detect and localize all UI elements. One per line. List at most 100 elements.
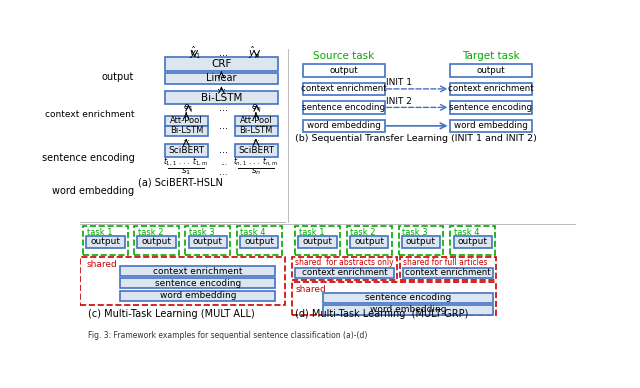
Text: sentence encoding: sentence encoding [155, 279, 241, 288]
Text: context enrichment: context enrichment [45, 110, 134, 119]
Text: ...: ... [219, 103, 228, 113]
Bar [403, 268, 493, 277]
Bar [165, 91, 278, 104]
Text: task 2: task 2 [138, 228, 164, 237]
Text: shared: shared [296, 285, 326, 294]
Text: sentence encoding: sentence encoding [302, 103, 385, 112]
Bar [120, 291, 275, 301]
Text: output: output [458, 237, 488, 246]
Text: task 3: task 3 [189, 228, 215, 237]
Bar [298, 236, 337, 248]
Bar [451, 226, 495, 255]
Text: shared for full articles: shared for full articles [403, 258, 488, 267]
Text: task 3: task 3 [403, 228, 428, 237]
Text: ...: ... [219, 145, 228, 155]
Bar [165, 126, 208, 136]
Text: Att-Pool: Att-Pool [240, 116, 273, 125]
Text: Target task: Target task [462, 51, 520, 61]
Bar [186, 226, 230, 255]
Text: sentence encoding: sentence encoding [449, 103, 532, 112]
Text: task 4: task 4 [241, 228, 266, 237]
Text: (c) Multi-Task Learning (MULT ALL): (c) Multi-Task Learning (MULT ALL) [88, 309, 255, 319]
Bar [303, 120, 385, 132]
Text: ...: ... [219, 121, 228, 131]
Text: output: output [141, 237, 172, 246]
Bar [402, 236, 440, 248]
Text: SciBERT: SciBERT [168, 146, 205, 155]
Bar [294, 226, 340, 255]
Bar [303, 83, 385, 95]
Text: task 2: task 2 [351, 228, 376, 237]
Bar [292, 282, 496, 315]
Bar [235, 126, 278, 136]
Bar [83, 226, 128, 255]
Text: output: output [302, 237, 332, 246]
Bar [165, 57, 278, 71]
Bar [451, 64, 532, 76]
Text: ...: ... [252, 135, 260, 144]
Text: $s_1$: $s_1$ [181, 167, 191, 177]
Bar [120, 278, 275, 288]
Text: context enrichment: context enrichment [302, 268, 387, 277]
Bar [347, 226, 392, 255]
Text: $t_{1,1}\ ...\ t_{1,m}$: $t_{1,1}\ ...\ t_{1,m}$ [163, 156, 209, 168]
Text: ...: ... [219, 48, 228, 58]
Text: output: output [476, 66, 505, 75]
Text: (d) Multi-Task Learning  (MULT GRP): (d) Multi-Task Learning (MULT GRP) [294, 309, 468, 319]
Text: $t_{n,1}\ ...\ t_{n,m}$: $t_{n,1}\ ...\ t_{n,m}$ [233, 156, 278, 168]
Text: output: output [244, 237, 274, 246]
Text: Bi-LSTM: Bi-LSTM [239, 126, 273, 135]
Text: $e_1$: $e_1$ [184, 103, 194, 113]
Text: $e_n$: $e_n$ [252, 103, 262, 113]
Text: CRF: CRF [211, 59, 232, 69]
Text: ...: ... [220, 158, 227, 166]
Text: word embedding: word embedding [454, 121, 528, 130]
Text: Linear: Linear [206, 73, 237, 83]
Text: SciBERT: SciBERT [238, 146, 275, 155]
Bar [86, 236, 125, 248]
Bar [120, 266, 275, 276]
Bar [451, 83, 532, 95]
Bar [323, 305, 493, 315]
Text: ...: ... [219, 168, 228, 177]
Text: sentence encoding: sentence encoding [42, 153, 134, 163]
Bar [235, 116, 278, 126]
Text: sentence encoding: sentence encoding [365, 293, 451, 303]
Text: Att-Pool: Att-Pool [170, 116, 203, 125]
Bar [165, 116, 208, 126]
Text: $s_n$: $s_n$ [251, 167, 261, 177]
Bar [451, 120, 532, 132]
Text: context enrichment: context enrichment [301, 85, 387, 94]
Text: INIT 1: INIT 1 [386, 78, 412, 87]
Text: shared: shared [86, 260, 117, 269]
Text: Bi-LSTM: Bi-LSTM [201, 93, 242, 103]
Text: task 1: task 1 [298, 228, 324, 237]
Text: context enrichment: context enrichment [405, 268, 491, 277]
Bar [237, 226, 282, 255]
Bar [134, 226, 179, 255]
Text: output: output [91, 237, 120, 246]
Text: task 1: task 1 [87, 228, 113, 237]
Bar [165, 144, 208, 157]
Text: word embedding: word embedding [159, 291, 236, 300]
Bar [189, 236, 227, 248]
Bar [80, 257, 285, 305]
Bar [399, 226, 444, 255]
Text: Source task: Source task [313, 51, 374, 61]
Bar [303, 101, 385, 114]
Text: $\hat{y}_n$: $\hat{y}_n$ [248, 45, 260, 61]
Bar [235, 144, 278, 157]
Bar [400, 257, 496, 280]
Text: $\hat{y}_1$: $\hat{y}_1$ [189, 45, 200, 61]
Bar [349, 236, 388, 248]
Text: ...: ... [217, 81, 226, 92]
Text: word embedding: word embedding [370, 305, 447, 314]
Text: word embedding: word embedding [307, 121, 380, 130]
Text: task 4: task 4 [454, 228, 480, 237]
Text: context enrichment: context enrichment [153, 267, 243, 275]
Bar [165, 73, 278, 83]
Text: Fig. 3: Framework examples for sequential sentence classification (a)-(d): Fig. 3: Framework examples for sequentia… [88, 331, 367, 340]
Bar [292, 257, 397, 280]
Bar [239, 236, 278, 248]
Text: context enrichment: context enrichment [448, 85, 534, 94]
